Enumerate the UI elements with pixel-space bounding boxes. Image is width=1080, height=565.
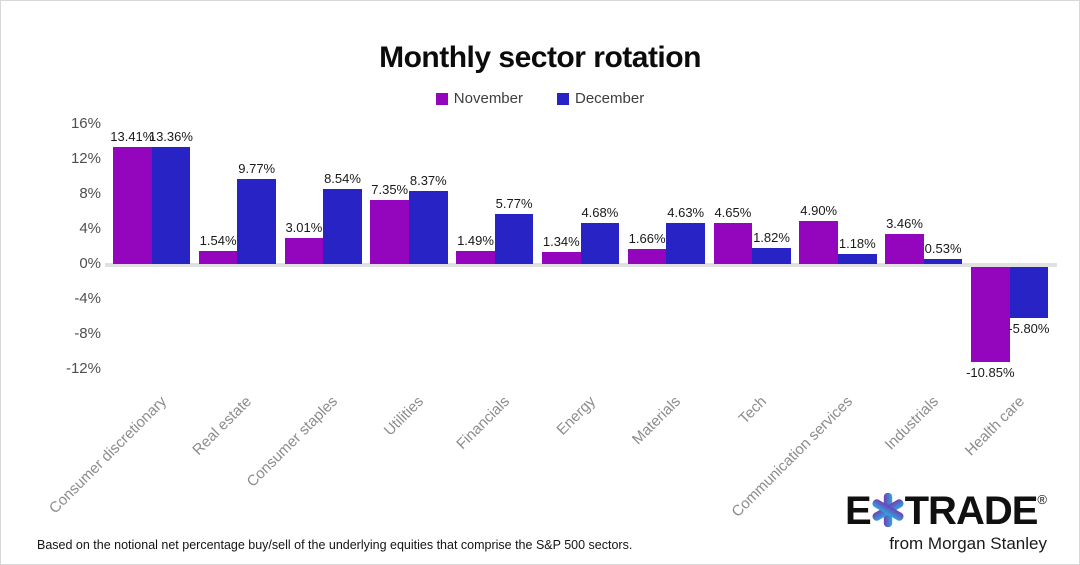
december-swatch-icon xyxy=(557,92,569,105)
bar-december-consumer-discretionary xyxy=(151,147,191,264)
legend-item-december: December xyxy=(557,90,644,107)
logo-letter-e: E xyxy=(844,489,872,533)
bar-november-consumer-staples xyxy=(284,237,324,264)
bar-december-energy xyxy=(580,223,620,264)
bar-december-tech xyxy=(752,248,791,264)
legend-label-november: November xyxy=(453,90,523,107)
y-axis-tick-12pct: 12% xyxy=(70,150,101,167)
logo-word-trade: TRADE xyxy=(904,489,1039,533)
value-label-december-communication-services: 1.18% xyxy=(838,235,876,251)
value-label-november-real-estate: 1.54% xyxy=(199,232,237,248)
y-axis-tick-8pct: 8% xyxy=(79,185,101,202)
y-axis-tick-16pct: 16% xyxy=(70,115,101,132)
value-label-november-communication-services: 4.90% xyxy=(800,203,838,219)
bar-november-tech xyxy=(713,223,753,264)
value-label-november-energy: 1.34% xyxy=(542,234,580,250)
value-label-november-financials: 1.49% xyxy=(457,232,494,248)
value-label-november-health-care: -10.85% xyxy=(966,364,1015,380)
value-label-november-tech: 4.65% xyxy=(714,205,752,221)
value-label-november-materials: 1.66% xyxy=(628,231,666,247)
bar-december-utilities xyxy=(409,190,448,264)
value-label-december-health-care: -5.80% xyxy=(1008,320,1050,336)
chart-title: Monthly sector rotation xyxy=(379,41,701,74)
value-label-december-materials: 4.63% xyxy=(667,205,705,221)
bar-november-materials xyxy=(627,249,667,264)
bar-november-consumer-discretionary xyxy=(113,146,152,264)
bar-december-financials xyxy=(494,213,534,264)
value-label-december-energy: 4.68% xyxy=(581,205,619,221)
etrade-logo: E TRADE® from Morgan Stanley xyxy=(845,479,1047,554)
bar-november-communication-services xyxy=(799,221,838,264)
bar-december-consumer-staples xyxy=(323,189,362,264)
value-label-november-industrials: 3.46% xyxy=(886,215,923,231)
value-label-december-financials: 5.77% xyxy=(495,195,533,211)
value-label-december-consumer-staples: 8.54% xyxy=(324,171,361,187)
legend-item-november: November xyxy=(435,90,523,107)
value-label-december-utilities: 8.37% xyxy=(409,172,447,188)
value-label-november-consumer-discretionary: 13.41% xyxy=(110,128,155,144)
y-axis-tick-4pct: 4% xyxy=(79,220,101,237)
bar-november-energy xyxy=(542,252,581,264)
y-axis-tick-neg8pct: -8% xyxy=(74,325,101,342)
value-label-december-industrials: 0.53% xyxy=(924,241,962,257)
y-axis-tick-neg4pct: -4% xyxy=(74,290,101,307)
bar-november-real-estate xyxy=(198,250,238,264)
november-swatch-icon xyxy=(435,92,448,105)
etrade-wordmark: E TRADE® xyxy=(845,479,1047,532)
bar-november-health-care xyxy=(971,267,1010,362)
bar-december-health-care xyxy=(1009,267,1049,318)
y-axis-tick-neg12pct: -12% xyxy=(65,360,101,377)
bar-november-utilities xyxy=(370,199,409,264)
bar-november-financials xyxy=(456,250,495,264)
value-label-november-consumer-staples: 3.01% xyxy=(285,219,323,235)
legend: November December xyxy=(1,90,1079,107)
logo-tagline: from Morgan Stanley xyxy=(889,534,1047,553)
bar-november-industrials xyxy=(885,233,924,264)
value-label-december-tech: 1.82% xyxy=(753,230,790,246)
value-label-december-real-estate: 9.77% xyxy=(238,160,276,176)
bar-december-materials xyxy=(666,223,705,264)
zero-baseline xyxy=(105,263,1057,267)
value-label-november-utilities: 7.35% xyxy=(371,181,409,197)
bar-december-real-estate xyxy=(237,178,276,264)
value-label-december-consumer-discretionary: 13.36% xyxy=(148,129,193,145)
etrade-star-icon xyxy=(872,492,904,528)
legend-label-december: December xyxy=(575,90,645,107)
registered-mark: ® xyxy=(1037,492,1047,507)
y-axis-tick-0pct: 0% xyxy=(79,255,101,272)
bar-december-industrials xyxy=(923,259,963,264)
bar-december-communication-services xyxy=(838,253,877,264)
footnote-disclaimer: Based on the notional net percentage buy… xyxy=(37,538,633,552)
